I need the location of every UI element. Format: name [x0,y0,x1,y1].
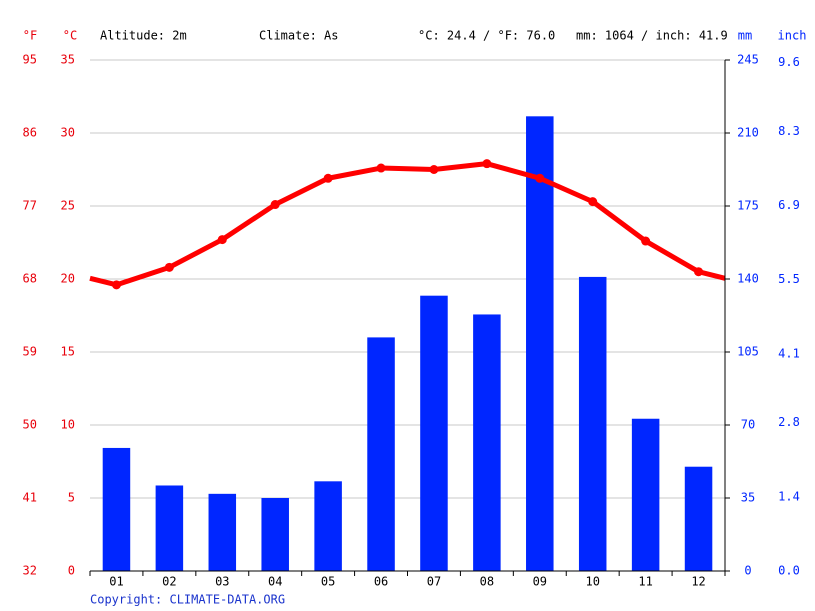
line-point [217,235,227,245]
y2-tick-label: 140 [737,272,759,286]
y2-tick-label: 70 [741,418,755,432]
f-tick-label: 68 [23,272,37,286]
x-tick-label: 06 [374,575,388,589]
y2-tick-label: 105 [737,345,759,359]
y-tick-label: 10 [61,418,75,432]
precipitation-summary: mm: 1064 / inch: 41.9 [576,29,728,43]
bar [684,466,713,571]
bar [102,447,131,571]
f-tick-label: 32 [23,564,37,578]
mm-unit: mm [738,29,752,43]
y-tick-label: 25 [61,199,75,213]
inch-tick-label: 1.4 [778,489,800,503]
y-tick-label: 30 [61,126,75,140]
line-edge [89,275,118,288]
f-unit: °F [23,29,37,43]
x-tick-label: 04 [268,575,282,589]
inch-tick-label: 8.3 [778,124,800,138]
line-point [641,236,651,246]
bar [420,295,448,571]
inch-tick-label: 9.6 [778,55,800,69]
line-point [376,163,386,173]
x-tick-label: 01 [109,575,123,589]
inch-unit: inch [778,29,807,43]
line-point [111,280,121,290]
line-point [429,165,439,174]
inch-tick-label: 0.0 [778,564,800,578]
bar [578,276,607,571]
f-tick-label: 86 [23,126,37,140]
f-tick-label: 77 [23,199,37,213]
x-tick-label: 11 [638,575,652,589]
line-edge [697,269,726,281]
x-tick-label: 03 [215,575,229,589]
y2-tick-label: 245 [737,53,759,67]
x-tick-label: 02 [162,575,176,589]
copyright: Copyright: CLIMATE-DATA.ORG [90,593,285,607]
f-tick-label: 50 [23,418,37,432]
x-tick-label: 08 [480,575,494,589]
y2-tick-label: 175 [737,199,759,213]
bar [473,314,501,571]
y2-tick-label: 210 [737,126,759,140]
bar [208,493,237,571]
bar [526,116,554,572]
y-tick-label: 20 [61,272,75,286]
inch-tick-label: 5.5 [778,272,800,286]
x-tick-label: 07 [427,575,441,589]
bar [367,337,395,571]
x-tick-label: 12 [691,575,705,589]
f-tick-label: 95 [23,53,37,67]
y2-tick-label: 35 [741,491,755,505]
x-tick-label: 09 [533,575,547,589]
y-tick-label: 0 [68,564,75,578]
f-tick-label: 59 [23,345,37,359]
line-point [694,267,704,277]
f-tick-label: 41 [23,491,37,505]
line-point [588,197,598,207]
climate: Climate: As [259,29,338,43]
bar [631,418,660,571]
inch-tick-label: 4.1 [778,346,800,360]
inch-tick-label: 6.9 [778,198,800,212]
bar [261,498,289,571]
y-tick-label: 5 [68,491,75,505]
y2-tick-label: 0 [744,564,751,578]
bar [155,485,184,571]
temperature-line [115,161,700,288]
line-point [535,173,545,183]
y-tick-label: 15 [61,345,75,359]
temperature-summary: °C: 24.4 / °F: 76.0 [418,29,555,43]
bar [314,481,342,571]
line-point [482,159,492,169]
line-point [323,173,333,183]
inch-tick-label: 2.8 [778,415,800,429]
y-tick-label: 35 [61,53,75,67]
c-unit: °C [63,29,77,43]
x-tick-label: 05 [321,575,335,589]
line-point [270,200,280,210]
line-point [164,262,174,272]
x-tick-label: 10 [585,575,599,589]
altitude: Altitude: 2m [100,29,187,43]
